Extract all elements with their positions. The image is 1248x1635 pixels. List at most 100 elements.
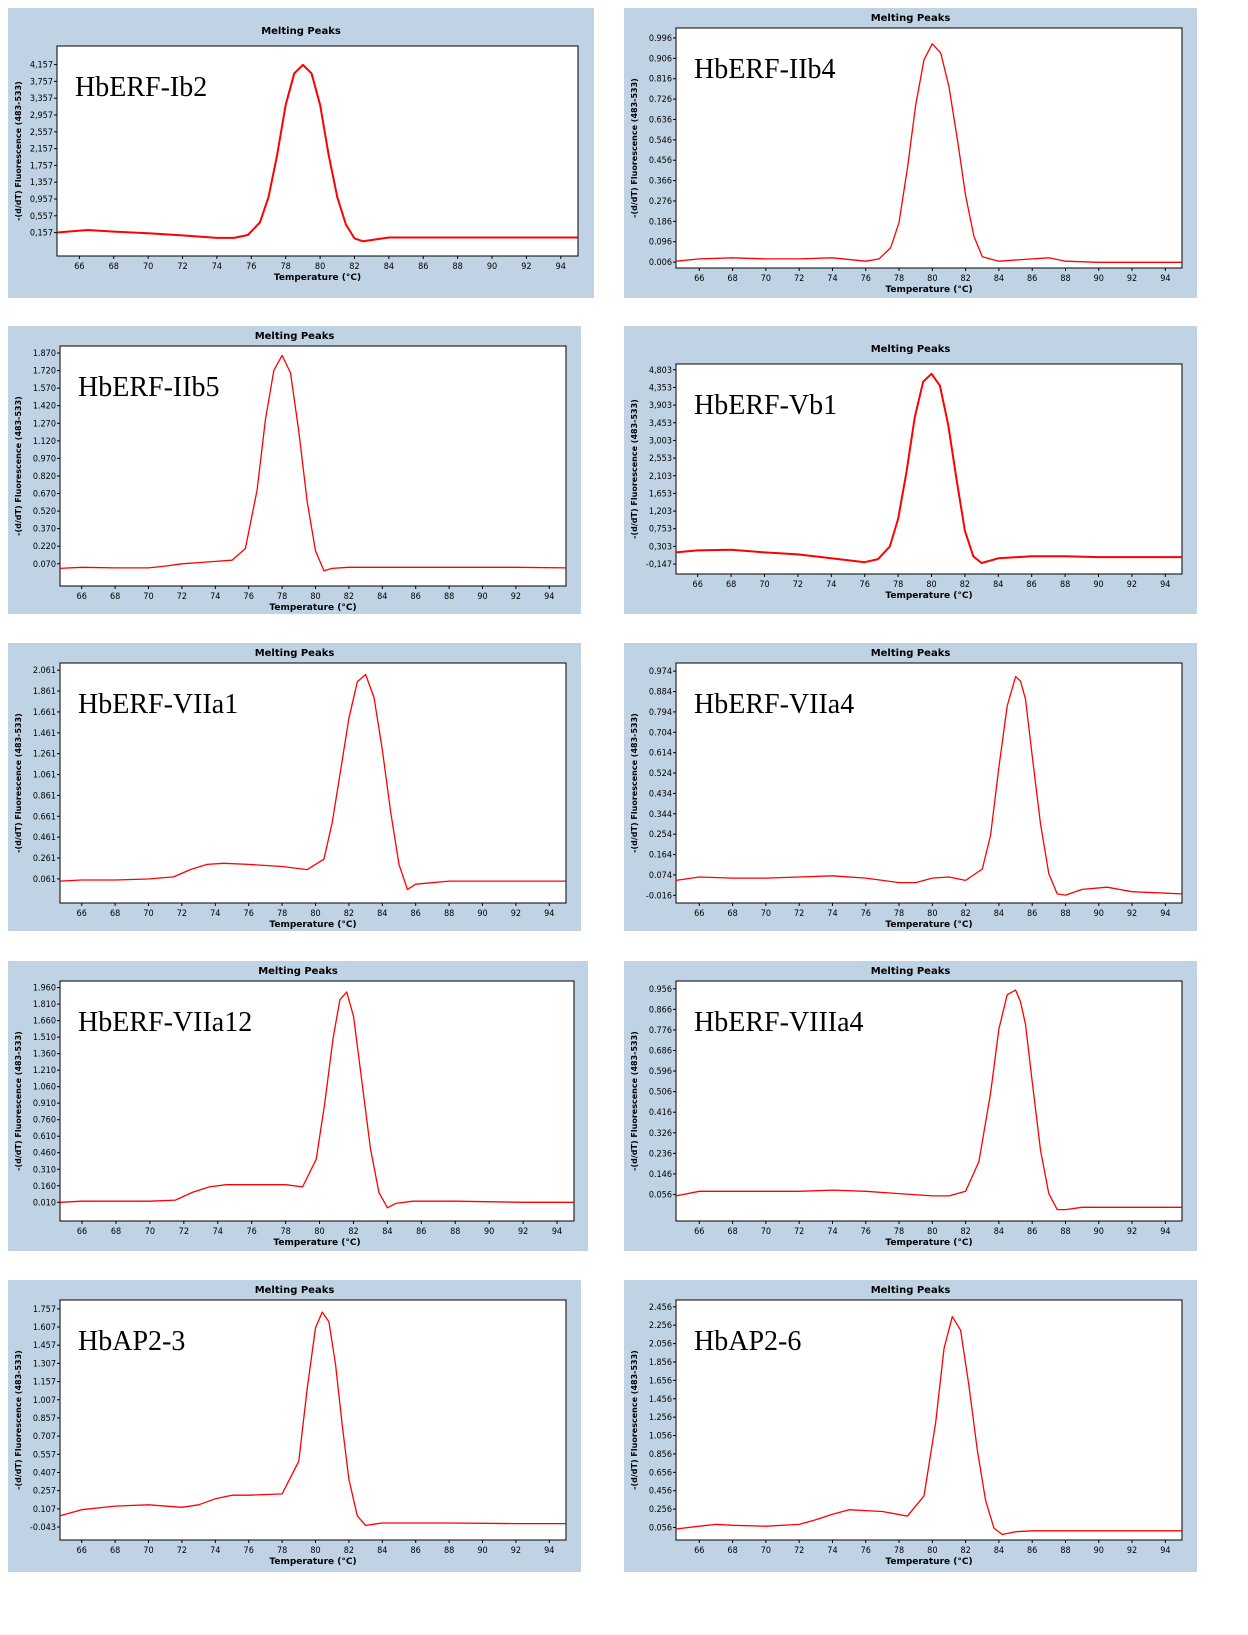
x-tick-label: 88 (450, 1227, 460, 1237)
melting-peaks-chart: Melting Peaks 4,157 3,757 3,357 2,957 2,557 2,… (14, 26, 579, 283)
y-tick-label: 1.457 (33, 1341, 56, 1351)
plot-area (675, 1299, 1183, 1541)
x-tick-label: 86 (1027, 274, 1037, 284)
x-tick-label: 70 (759, 580, 769, 590)
y-axis-label: -(d/dT) Fluorescence (483-533) (14, 396, 23, 536)
y-tick-label: 0.557 (33, 1450, 56, 1460)
x-tick-label: 92 (1127, 274, 1137, 284)
y-tick-label: 0.344 (649, 810, 672, 820)
plot-area (675, 980, 1183, 1222)
x-tick-label: 84 (384, 262, 394, 272)
melting-peaks-chart: Melting Peaks 4,803 4,353 3,903 3,453 3,003 2,… (630, 344, 1183, 601)
y-tick-label: 0.254 (649, 830, 672, 840)
x-tick-label: 90 (1094, 909, 1104, 919)
x-tick-label: 88 (444, 1546, 454, 1556)
gene-name-label: HbERF-Ib2 (75, 72, 207, 103)
plot-area (59, 345, 567, 587)
melting-peaks-chart: Melting Peaks 2.456 2.256 2.056 1.856 1.656 1.… (630, 1285, 1183, 1567)
x-tick-label: 82 (960, 909, 970, 919)
x-tick-label: 70 (143, 592, 153, 602)
x-tick-label: 94 (1160, 1546, 1170, 1556)
x-tick-label: 70 (143, 262, 153, 272)
y-tick-label: 0.520 (33, 507, 56, 517)
x-tick-label: 78 (277, 1546, 287, 1556)
x-tick-label: 82 (960, 580, 970, 590)
x-tick-label: 90 (487, 262, 497, 272)
x-axis-label: Temperature (°C) (885, 1238, 972, 1248)
y-tick-label: 0,157 (30, 229, 53, 239)
y-tick-label: 0.726 (649, 95, 672, 105)
x-axis-label: Temperature (°C) (273, 1238, 360, 1248)
y-tick-label: 0.760 (33, 1116, 56, 1126)
gene-name-label: HbERF-IIb5 (78, 372, 220, 403)
x-tick-label: 76 (244, 909, 254, 919)
melting-curve-line (675, 372, 1182, 564)
y-tick-label: 1.656 (649, 1376, 672, 1386)
y-tick-label: 0.546 (649, 136, 672, 146)
y-tick-label: 1.420 (33, 402, 56, 412)
y-tick-label: 0.326 (649, 1129, 672, 1139)
x-tick-label: 68 (727, 909, 737, 919)
y-tick-label: 0.370 (33, 525, 56, 535)
melting-curve-line (59, 673, 566, 891)
x-axis-label: Temperature (°C) (885, 1557, 972, 1567)
y-tick-label: 1.007 (33, 1396, 56, 1406)
y-tick-label: 1.060 (33, 1083, 56, 1093)
y-tick-label: 0.010 (33, 1198, 56, 1208)
x-tick-label: 70 (143, 909, 153, 919)
y-tick-label: 1.056 (649, 1432, 672, 1442)
y-tick-label: 2.056 (649, 1340, 672, 1350)
y-tick-label: 3,903 (649, 401, 672, 411)
y-tick-label: 0.416 (649, 1108, 672, 1118)
y-tick-label: 0.074 (649, 871, 672, 881)
y-tick-label: 0.866 (649, 1005, 672, 1015)
x-tick-label: 76 (244, 592, 254, 602)
y-axis-label: -(d/dT) Fluorescence (483-533) (630, 399, 639, 539)
y-tick-label: 0.006 (649, 258, 672, 268)
y-tick-label: 0.434 (649, 789, 672, 799)
y-tick-label: 1.757 (33, 1305, 56, 1315)
x-tick-label: 74 (213, 1227, 223, 1237)
x-tick-label: 94 (1160, 1227, 1170, 1237)
melting-peaks-chart: Melting Peaks 0.974 0.884 0.794 0.704 0.614 0.… (630, 648, 1183, 930)
melting-peaks-panel: Melting Peaks 4,157 3,757 3,357 2,957 2,557 2,… (8, 8, 594, 298)
x-tick-label: 76 (860, 580, 870, 590)
y-tick-label: 1.861 (33, 687, 56, 697)
y-tick-label: 3,357 (30, 94, 53, 104)
y-tick-label: 1.307 (33, 1359, 56, 1369)
plot-area (675, 27, 1183, 269)
plot-area (59, 662, 567, 904)
x-tick-label: 94 (1160, 580, 1170, 590)
y-tick-label: 0.107 (33, 1505, 56, 1515)
x-tick-label: 78 (277, 592, 287, 602)
y-tick-label: 0.956 (649, 985, 672, 995)
x-tick-label: 66 (694, 1546, 704, 1556)
y-tick-label: 0.236 (649, 1149, 672, 1159)
y-tick-label: 0,303 (649, 542, 672, 552)
y-tick-label: 0.610 (33, 1132, 56, 1142)
x-tick-label: 72 (177, 909, 187, 919)
x-tick-label: 78 (280, 1227, 290, 1237)
melting-peaks-chart: Melting Peaks 1.960 1.810 1.660 1.510 1.360 1.… (14, 966, 575, 1248)
y-tick-label: 0.160 (33, 1182, 56, 1192)
x-tick-label: 80 (927, 274, 937, 284)
x-tick-label: 92 (1127, 909, 1137, 919)
x-tick-label: 82 (960, 274, 970, 284)
y-tick-label: 1.360 (33, 1050, 56, 1060)
y-tick-label: 0.996 (649, 34, 672, 44)
y-tick-label: 0.614 (649, 749, 672, 759)
x-tick-label: 72 (177, 592, 187, 602)
x-axis-label: Temperature (°C) (885, 285, 972, 295)
y-tick-label: 0.704 (649, 728, 672, 738)
x-tick-label: 76 (861, 1546, 871, 1556)
x-tick-label: 84 (994, 1227, 1004, 1237)
y-tick-label: 1.660 (33, 1017, 56, 1027)
x-tick-label: 80 (310, 1546, 320, 1556)
chart-title: Melting Peaks (871, 1285, 951, 1296)
melting-curve-line (56, 63, 578, 243)
melting-curve-line (59, 1311, 566, 1527)
y-tick-label: 2.256 (649, 1321, 672, 1331)
melting-peaks-panel: Melting Peaks 1.757 1.607 1.457 1.307 1.157 1.… (8, 1280, 581, 1572)
x-tick-label: 92 (511, 909, 521, 919)
x-tick-label: 84 (994, 1546, 1004, 1556)
